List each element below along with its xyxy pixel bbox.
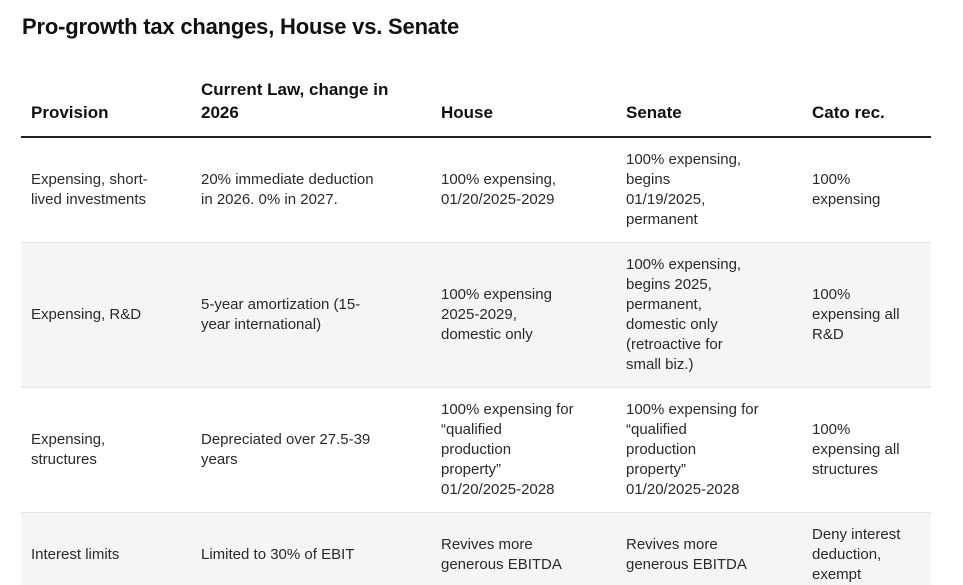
cell-provision: Interest limits [21, 512, 191, 585]
table-row: Interest limits Limited to 30% of EBIT R… [21, 512, 931, 585]
cell-provision: Expensing, structures [31, 431, 106, 468]
cell-current-law: Limited to 30% of EBIT [191, 512, 431, 585]
cell-senate: 100% expensing for “qualified production… [626, 401, 759, 498]
cell-current-law: Depreciated over 27.5-39 years [201, 431, 371, 468]
header-house: House [431, 78, 616, 138]
cell-cato-rec: 100% expensing all structures [812, 421, 900, 478]
cell-cato-rec: Deny interest deduction, exempt [802, 512, 931, 585]
table-row: Expensing, short- lived investments 20% … [21, 137, 931, 243]
cell-cato-rec: 100% expensing [812, 171, 881, 208]
cell-senate: Revives more generous EBITDA [616, 512, 802, 585]
cell-senate: 100% expensing, begins 2025, permanent, … [616, 242, 802, 388]
cell-house: Revives more generous EBITDA [431, 512, 616, 585]
table-row: Expensing, R&D 5-year amortization (15- … [21, 242, 931, 388]
cell-provision: Expensing, R&D [21, 242, 191, 388]
cell-current-law: 20% immediate deduction in 2026. 0% in 2… [201, 171, 374, 208]
cell-house: 100% expensing for “qualified production… [441, 401, 574, 498]
cell-house: 100% expensing 2025-2029, domestic only [431, 242, 616, 388]
cell-house: 100% expensing, 01/20/2025-2029 [441, 171, 557, 208]
table-header-row: Provision Current Law, change in 2026 Ho… [21, 78, 931, 138]
header-current-law: Current Law, change in 2026 [191, 78, 431, 138]
cell-current-law: 5-year amortization (15- year internatio… [191, 242, 431, 388]
cell-cato-rec: 100% expensing all R&D [802, 242, 931, 388]
tax-comparison-table: Provision Current Law, change in 2026 Ho… [21, 78, 931, 585]
table-row: Expensing, structures Depreciated over 2… [21, 388, 931, 513]
page-title: Pro-growth tax changes, House vs. Senate [22, 14, 460, 39]
header-senate: Senate [616, 78, 802, 138]
header-cato-rec: Cato rec. [802, 78, 931, 138]
cell-senate: 100% expensing, begins 01/19/2025, perma… [626, 151, 742, 228]
header-provision: Provision [21, 78, 191, 138]
cell-provision: Expensing, short- lived investments [31, 171, 148, 208]
